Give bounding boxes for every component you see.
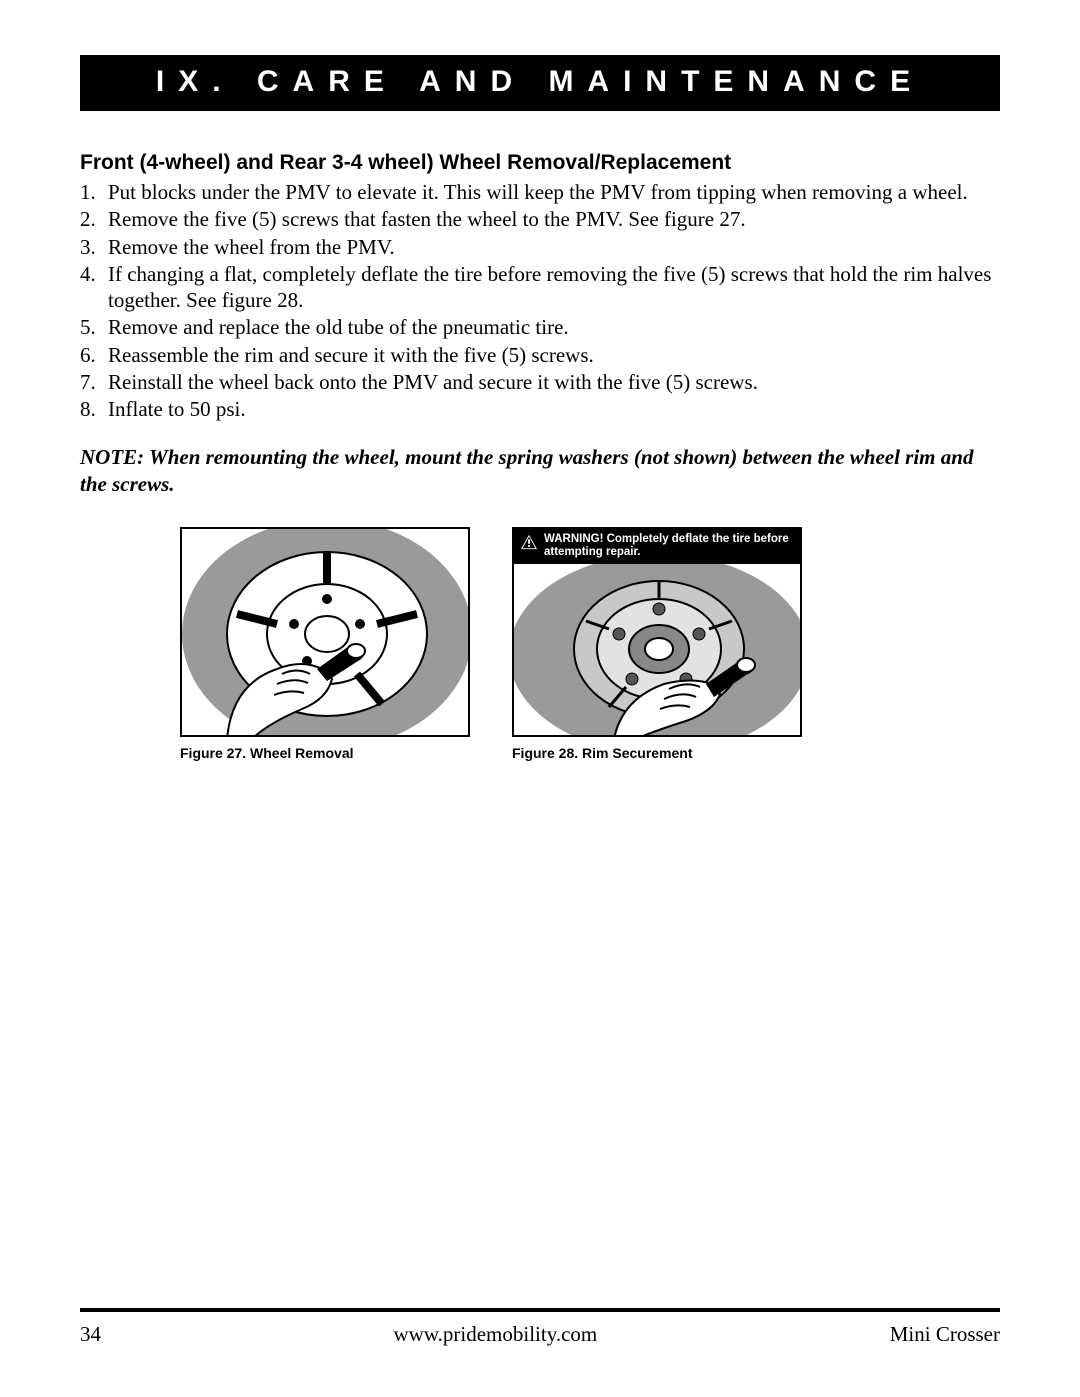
step-text: Remove and replace the old tube of the p… bbox=[108, 314, 569, 340]
figure-27-caption: Figure 27. Wheel Removal bbox=[180, 745, 470, 761]
footer-rule bbox=[80, 1308, 1000, 1312]
list-item: 6.Reassemble the rim and secure it with … bbox=[80, 342, 1000, 368]
section-title: Front (4-wheel) and Rear 3-4 wheel) Whee… bbox=[80, 151, 1000, 175]
figures-row: Figure 27. Wheel Removal WARNING! Comple… bbox=[80, 527, 1000, 761]
page-number: 34 bbox=[80, 1322, 101, 1347]
list-item: 8.Inflate to 50 psi. bbox=[80, 396, 1000, 422]
step-list: 1.Put blocks under the PMV to elevate it… bbox=[80, 179, 1000, 422]
list-item: 1.Put blocks under the PMV to elevate it… bbox=[80, 179, 1000, 205]
step-text: Put blocks under the PMV to elevate it. … bbox=[108, 179, 968, 205]
step-text: Remove the wheel from the PMV. bbox=[108, 234, 395, 260]
footer-row: 34 www.pridemobility.com Mini Crosser bbox=[80, 1322, 1000, 1347]
page-content: IX. CARE AND MAINTENANCE Front (4-wheel)… bbox=[0, 0, 1080, 761]
wheel-removal-illustration bbox=[182, 529, 470, 737]
warning-text: WARNING! Completely deflate the tire bef… bbox=[544, 533, 794, 559]
list-item: 3.Remove the wheel from the PMV. bbox=[80, 234, 1000, 260]
product-name: Mini Crosser bbox=[890, 1322, 1000, 1347]
note-text: NOTE: When remounting the wheel, mount t… bbox=[80, 444, 1000, 497]
step-text: Inflate to 50 psi. bbox=[108, 396, 246, 422]
figure-28-caption: Figure 28. Rim Securement bbox=[512, 745, 802, 761]
figure-28-image: WARNING! Completely deflate the tire bef… bbox=[512, 527, 802, 737]
step-text: Remove the five (5) screws that fasten t… bbox=[108, 206, 746, 232]
page-footer: 34 www.pridemobility.com Mini Crosser bbox=[80, 1308, 1000, 1347]
figure-27: Figure 27. Wheel Removal bbox=[180, 527, 470, 761]
step-text: If changing a flat, completely deflate t… bbox=[108, 261, 1000, 314]
list-item: 2.Remove the five (5) screws that fasten… bbox=[80, 206, 1000, 232]
list-item: 7.Reinstall the wheel back onto the PMV … bbox=[80, 369, 1000, 395]
chapter-title: IX. CARE AND MAINTENANCE bbox=[156, 65, 924, 98]
step-text: Reassemble the rim and secure it with th… bbox=[108, 342, 594, 368]
figure-27-image bbox=[180, 527, 470, 737]
footer-url: www.pridemobility.com bbox=[394, 1322, 598, 1347]
figure-28: WARNING! Completely deflate the tire bef… bbox=[512, 527, 802, 761]
step-text: Reinstall the wheel back onto the PMV an… bbox=[108, 369, 758, 395]
warning-banner: WARNING! Completely deflate the tire bef… bbox=[514, 529, 800, 564]
chapter-header: IX. CARE AND MAINTENANCE bbox=[80, 55, 1000, 111]
list-item: 5.Remove and replace the old tube of the… bbox=[80, 314, 1000, 340]
list-item: 4.If changing a flat, completely deflate… bbox=[80, 261, 1000, 314]
warning-icon bbox=[520, 534, 538, 550]
